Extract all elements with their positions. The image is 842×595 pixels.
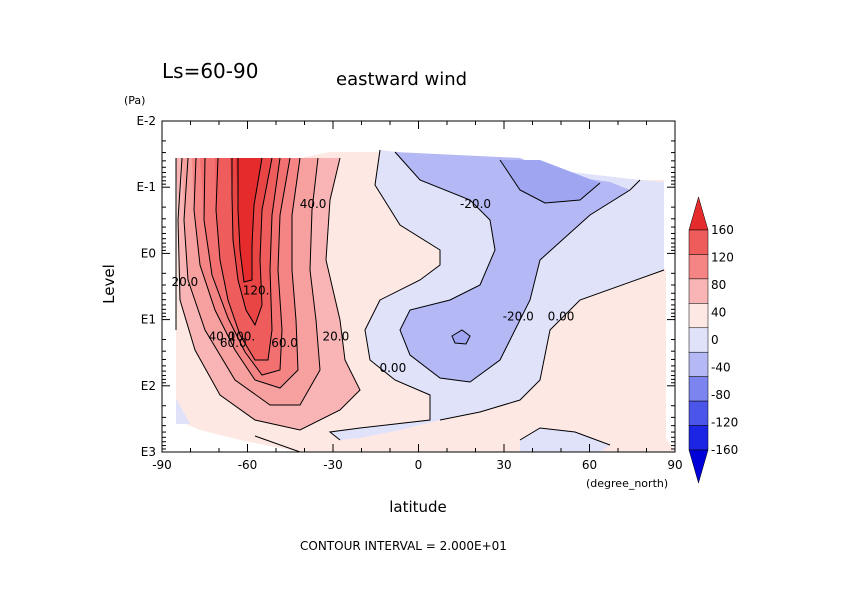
y-axis-title: Level [100, 264, 118, 304]
contour-label: 40.0 [208, 330, 235, 344]
x-tick-label: 90 [667, 458, 682, 472]
contour-interval-note: CONTOUR INTERVAL = 2.000E+01 [300, 539, 507, 553]
y-tick-label: E2 [141, 379, 156, 393]
region-easterly-core [395, 152, 630, 382]
region-easterly-bottom [176, 398, 190, 424]
contour-line [237, 157, 263, 283]
x-tick-label: -30 [323, 458, 343, 472]
contour-label: 60.0 [271, 336, 298, 350]
x-tick-label: 60 [582, 458, 597, 472]
y-unit-label: (Pa) [124, 94, 145, 107]
contour-field [162, 121, 675, 452]
contour-label: 0.00 [379, 361, 406, 375]
contour-line [328, 149, 441, 441]
contour-line [499, 159, 601, 204]
contour-label: 120. [243, 283, 270, 297]
contour-label: 20.0 [322, 330, 349, 344]
colorbar-swatch [688, 425, 709, 451]
contour-line [254, 435, 301, 452]
x-tick-label: 30 [496, 458, 511, 472]
y-tick-label: E0 [141, 246, 156, 260]
colorbar: 160 120 80 40 0 -40 -80 -120 -160 [688, 196, 738, 484]
contour-line [231, 157, 273, 327]
colorbar-label: 120 [711, 251, 734, 265]
colorbar-swatch [688, 376, 709, 402]
colorbar-swatch [688, 327, 709, 353]
y-tick-label: E-2 [136, 114, 156, 128]
colorbar-swatch [688, 278, 709, 304]
region-jet-140 [236, 158, 262, 282]
contour-lines [175, 149, 665, 452]
colorbar-swatch [688, 351, 709, 377]
colorbar-label: 40 [711, 306, 726, 320]
contour-label: 20.0 [171, 275, 198, 289]
colorbar-swatch [688, 303, 709, 329]
contour-label: 0.00 [548, 310, 575, 324]
region-easterly-bottom-right [520, 428, 610, 452]
colorbar-label: -40 [711, 361, 731, 375]
plot-subtitle: Ls=60-90 [162, 59, 258, 83]
colorbar-label: 0 [711, 333, 719, 347]
contour-line [215, 157, 281, 361]
colorbar-swatch [688, 254, 709, 280]
colorbar-label: -120 [711, 416, 738, 430]
y-tick-label: E3 [141, 445, 156, 459]
contour-label: 100. [228, 330, 255, 344]
y-axis: E-2 E-1 E0 E1 E2 E3 [136, 114, 675, 459]
contour-line [451, 329, 471, 345]
x-tick-label: -90 [152, 458, 172, 472]
contour-label: 40.0 [300, 197, 327, 211]
contour-line [183, 157, 321, 406]
contour-line [519, 427, 611, 446]
colorbar-swatch [688, 229, 709, 255]
contour-line [203, 157, 291, 376]
x-tick-label: 0 [415, 458, 423, 472]
y-tick-label: E-1 [136, 180, 156, 194]
contour-label: -20.0 [503, 310, 534, 324]
contour-line [394, 151, 641, 383]
contour-labels: 20.040.060.0100.120.60.040.020.00.00-20.… [171, 197, 575, 375]
x-unit-label: (degree_north) [586, 477, 668, 490]
colorbar-bottom-arrow [688, 449, 709, 484]
y-tick-label: E1 [141, 313, 156, 327]
x-axis-title: latitude [389, 498, 447, 516]
x-tick-label: -60 [238, 458, 258, 472]
colorbar-label: -160 [711, 443, 738, 457]
contour-label: -20.0 [460, 197, 491, 211]
plot-title: eastward wind [336, 69, 467, 90]
colorbar-label: -80 [711, 388, 731, 402]
colorbar-label: 80 [711, 278, 726, 292]
x-axis: -90 -60 -30 0 30 60 90 [152, 121, 683, 472]
colorbar-top-arrow [688, 196, 709, 231]
contour-line [193, 157, 301, 389]
contour-label: 60.0 [220, 336, 247, 350]
contour-line [439, 269, 665, 421]
colorbar-swatch [688, 400, 709, 426]
contour-line [177, 157, 361, 431]
colorbar-label: 160 [711, 223, 734, 237]
